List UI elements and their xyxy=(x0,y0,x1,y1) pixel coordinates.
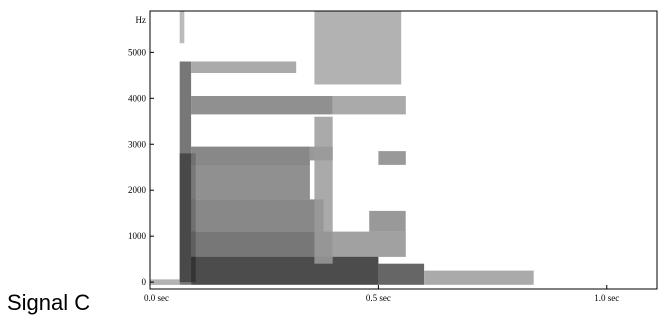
spectrogram-cell xyxy=(191,146,310,165)
plot-frame xyxy=(149,10,658,290)
spectrogram-cell xyxy=(191,231,333,257)
x-axis-ticks: 0.0 sec 0.5 sec 1.0 sec xyxy=(144,285,619,303)
spectrogram-cell xyxy=(191,96,333,115)
spectrogram-cell xyxy=(424,270,534,285)
spectrogram-cell xyxy=(314,11,402,85)
spectrogram-cell xyxy=(369,210,406,232)
spectrogram-cell xyxy=(191,256,379,285)
spectrogram-cell xyxy=(150,279,180,285)
y-tick-label: 5000 xyxy=(128,47,147,57)
y-tick-label: 4000 xyxy=(128,93,147,103)
y-tick-label: 3000 xyxy=(128,139,147,149)
y-tick-label: 2000 xyxy=(128,185,147,195)
spectrogram-cell xyxy=(191,61,297,73)
spectrogram-cell xyxy=(179,11,185,44)
spectrogram-cell xyxy=(332,96,406,115)
spectrogram-cell xyxy=(332,231,406,257)
spectrogram-cell xyxy=(314,116,333,264)
spectrogram-cell xyxy=(378,151,406,165)
y-unit-label: Hz xyxy=(136,15,147,25)
x-tick-label: 0.0 sec xyxy=(144,293,169,303)
spectrogram-cells xyxy=(150,11,534,285)
y-axis-ticks: 0 1000 2000 3000 4000 5000 xyxy=(128,47,154,287)
spectrogram-cell xyxy=(378,263,425,285)
spectrogram-cell xyxy=(191,164,310,200)
y-tick-label: 0 xyxy=(142,277,147,287)
spectrogram-cell xyxy=(191,199,324,232)
signal-label: Signal C xyxy=(7,290,91,315)
x-tick-label: 0.5 sec xyxy=(366,293,391,303)
x-tick-label: 1.0 sec xyxy=(594,293,619,303)
y-tick-label: 1000 xyxy=(128,231,147,241)
